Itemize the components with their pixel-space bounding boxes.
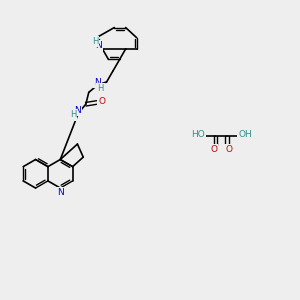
Text: O: O [225,145,232,154]
Text: OH: OH [238,130,252,139]
Text: N: N [94,78,101,87]
Text: O: O [210,145,218,154]
Text: H: H [98,84,104,93]
Text: N: N [57,188,64,197]
Text: O: O [98,98,105,106]
Text: H: H [92,37,98,46]
Text: H: H [70,110,76,119]
Text: N: N [74,106,81,115]
Text: HO: HO [191,130,204,139]
Text: N: N [95,41,102,50]
